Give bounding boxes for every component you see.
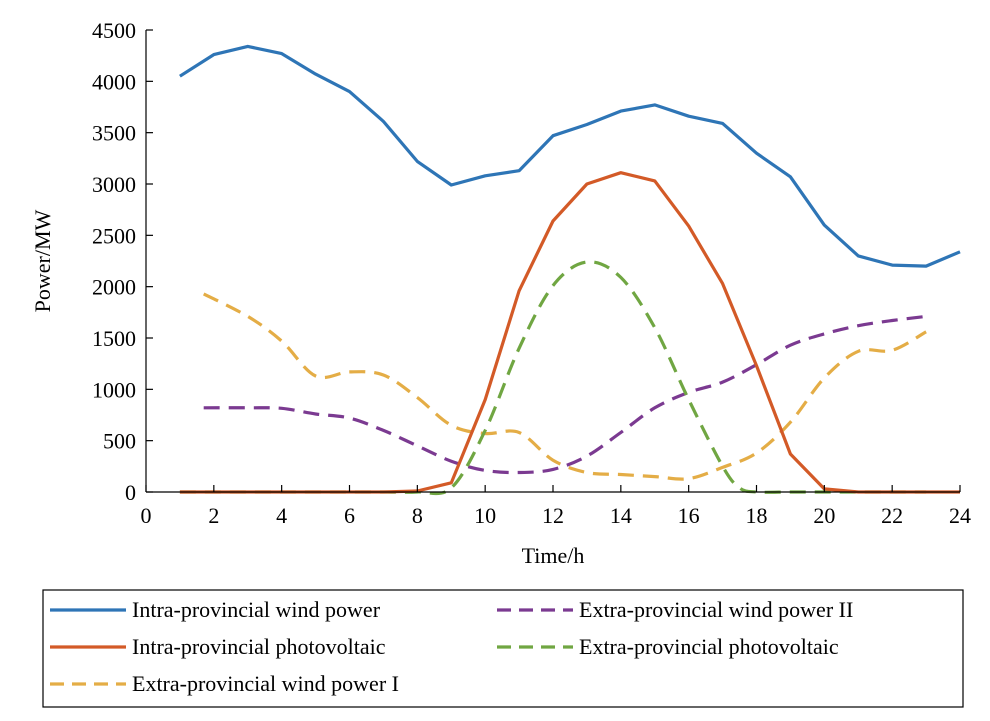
axes: 0 2 4 6 8 10 12 14 16 18 20 22 240500100015002000250… [92, 18, 971, 528]
x-tick-label: 6 [344, 503, 355, 528]
y-tick-label: 2000 [92, 275, 136, 300]
y-tick-label: 3500 [92, 121, 136, 146]
x-tick-label: 4 [276, 503, 287, 528]
y-tick-label: 1500 [92, 326, 136, 351]
legend-label: Intra-provincial photovoltaic [132, 634, 386, 659]
y-tick-label: 4000 [92, 69, 136, 94]
series-line-1 [179, 44, 961, 268]
legend-label: Intra-provincial wind power [132, 597, 381, 622]
series-line-4 [203, 314, 927, 475]
x-tick-label: 10 [474, 503, 496, 528]
x-tick-label: 18 [746, 503, 768, 528]
x-tick-label: 22 [881, 503, 903, 528]
x-tick-label: 12 [542, 503, 564, 528]
x-tick-label: 2 [208, 503, 219, 528]
y-tick-label: 0 [125, 480, 136, 505]
y-tick-label: 1000 [92, 377, 136, 402]
legend-label: Extra-provincial wind power II [579, 597, 853, 622]
y-tick-label: 500 [103, 429, 136, 454]
y-tick-label: 4500 [92, 18, 136, 43]
series-line-3 [202, 292, 927, 481]
legend-label: Extra-provincial wind power I [132, 671, 399, 696]
plot-area [179, 44, 961, 496]
legend-label: Extra-provincial photovoltaic [579, 634, 839, 659]
y-axis-title: Power/MW [30, 209, 55, 312]
x-tick-label: 0 [141, 503, 152, 528]
x-tick-label: 16 [678, 503, 700, 528]
x-tick-label: 24 [949, 503, 971, 528]
y-tick-label: 3000 [92, 172, 136, 197]
x-tick-label: 14 [610, 503, 632, 528]
x-tick-label: 20 [813, 503, 835, 528]
legend: Intra-provincial wind power Intra-provinc… [42, 589, 964, 708]
series-line-2 [179, 171, 960, 494]
x-tick-label: 8 [412, 503, 423, 528]
x-axis-title: Time/h [522, 543, 585, 568]
y-tick-label: 2500 [92, 223, 136, 248]
